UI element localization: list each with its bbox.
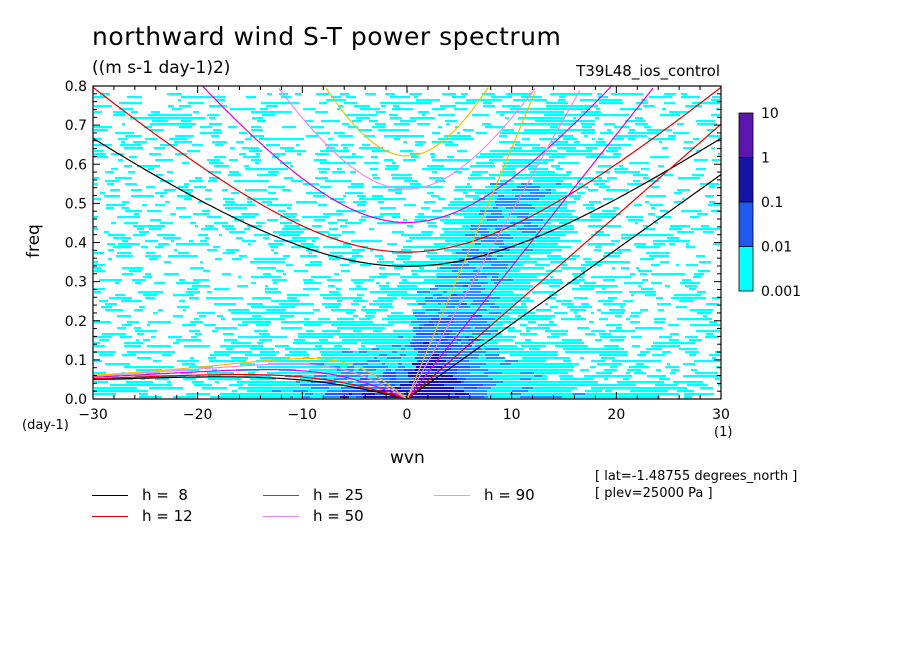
x-tick-label: −30 (78, 407, 108, 423)
curve-er-h25 (92, 369, 408, 400)
y-tick-label: 0.2 (65, 314, 87, 330)
colorbar-label: 0.001 (761, 284, 801, 300)
x-axis-unit: (1) (714, 425, 733, 440)
y-tick-label: 0.0 (65, 392, 87, 408)
pressure-level-note: [ plev=25000 Pa ] (595, 486, 713, 501)
curve-ig-h12 (92, 86, 722, 253)
plot-axes: −30 −20 −10 0 10 20 30 0.0 0.1 0.2 0.3 0.4 0.5 0.6 0.7… (65, 79, 730, 423)
spectrum-heatmap (94, 93, 720, 399)
y-tick-label: 0.7 (65, 118, 87, 134)
curve-ig-h90 (325, 87, 489, 157)
y-tick-label: 0.1 (65, 353, 87, 369)
legend-label: h = 50 (313, 507, 364, 525)
curve-er-h90 (92, 357, 408, 400)
y-tick-label: 0.4 (65, 236, 87, 252)
legend-swatch (92, 494, 128, 496)
colorbar-label: 1 (761, 151, 770, 167)
legend-swatch (263, 515, 299, 517)
run-name: T39L48_ios_control (576, 62, 720, 80)
x-tick-label: −20 (183, 407, 213, 423)
legend-item-h90: h = 90 (434, 486, 535, 504)
curve-kelvin-h12 (406, 123, 722, 400)
dispersion-curve-h90 (92, 87, 536, 400)
curve-ig-h50 (278, 87, 536, 190)
curve-ig-h8 (92, 137, 722, 267)
colorbar-band (738, 112, 754, 158)
curve-er-h50 (92, 363, 408, 400)
x-axis-label: wvn (390, 448, 425, 468)
colorbar-label: 0.1 (761, 195, 783, 211)
metadata: [ lat=-1.48755 degrees_north ] [ plev=25… (595, 468, 797, 502)
dispersion-curve-h12 (92, 86, 722, 400)
legend-item-h12: h = 12 (92, 507, 193, 525)
x-tick-label: 0 (403, 407, 412, 423)
colorbar: 10 1 0.1 0.01 0.001 (738, 106, 801, 300)
legend-label: h = 8 (142, 486, 188, 504)
legend-label: h = 90 (484, 486, 535, 504)
legend-label: h = 25 (313, 486, 364, 504)
curve-kelvin-h50 (406, 90, 581, 400)
legend-item-h25: h = 25 (263, 486, 364, 504)
dispersion-curve-h25 (92, 86, 654, 400)
colorbar-band (738, 246, 754, 292)
y-tick-label: 0.8 (65, 79, 87, 95)
y-axis-unit: (day-1) (22, 418, 69, 433)
dispersion-curves (92, 86, 722, 400)
curve-kelvin-h8 (406, 174, 722, 400)
legend-swatch (92, 515, 128, 517)
chart-title: northward wind S-T power spectrum (92, 22, 562, 51)
curve-kelvin-h25 (406, 87, 654, 400)
legend-item-h8: h = 8 (92, 486, 188, 504)
x-tick-label: 20 (607, 407, 625, 423)
y-tick-label: 0.6 (65, 157, 87, 173)
latitude-note: [ lat=-1.48755 degrees_north ] (595, 469, 798, 484)
y-tick-label: 0.3 (65, 275, 87, 291)
x-tick-label: 10 (503, 407, 521, 423)
dispersion-curve-h8 (92, 137, 722, 400)
x-tick-label: 30 (712, 407, 730, 423)
curve-er-h12 (93, 373, 408, 400)
colorbar-band (738, 201, 754, 247)
curve-ig-h25 (202, 86, 612, 224)
legend-swatch (434, 494, 470, 496)
curve-kelvin-h90 (406, 91, 536, 400)
y-tick-label: 0.5 (65, 196, 87, 212)
legend-item-h50: h = 50 (263, 507, 364, 525)
legend-swatch (263, 494, 299, 496)
chart-units: ((m s-1 day-1)2) (92, 58, 231, 78)
colorbar-label: 0.01 (761, 240, 792, 256)
dispersion-curve-h50 (92, 87, 581, 400)
x-tick-label: −10 (288, 407, 318, 423)
curve-er-h8 (92, 376, 408, 400)
legend-label: h = 12 (142, 507, 193, 525)
colorbar-label: 10 (761, 106, 779, 122)
colorbar-band (738, 157, 754, 203)
